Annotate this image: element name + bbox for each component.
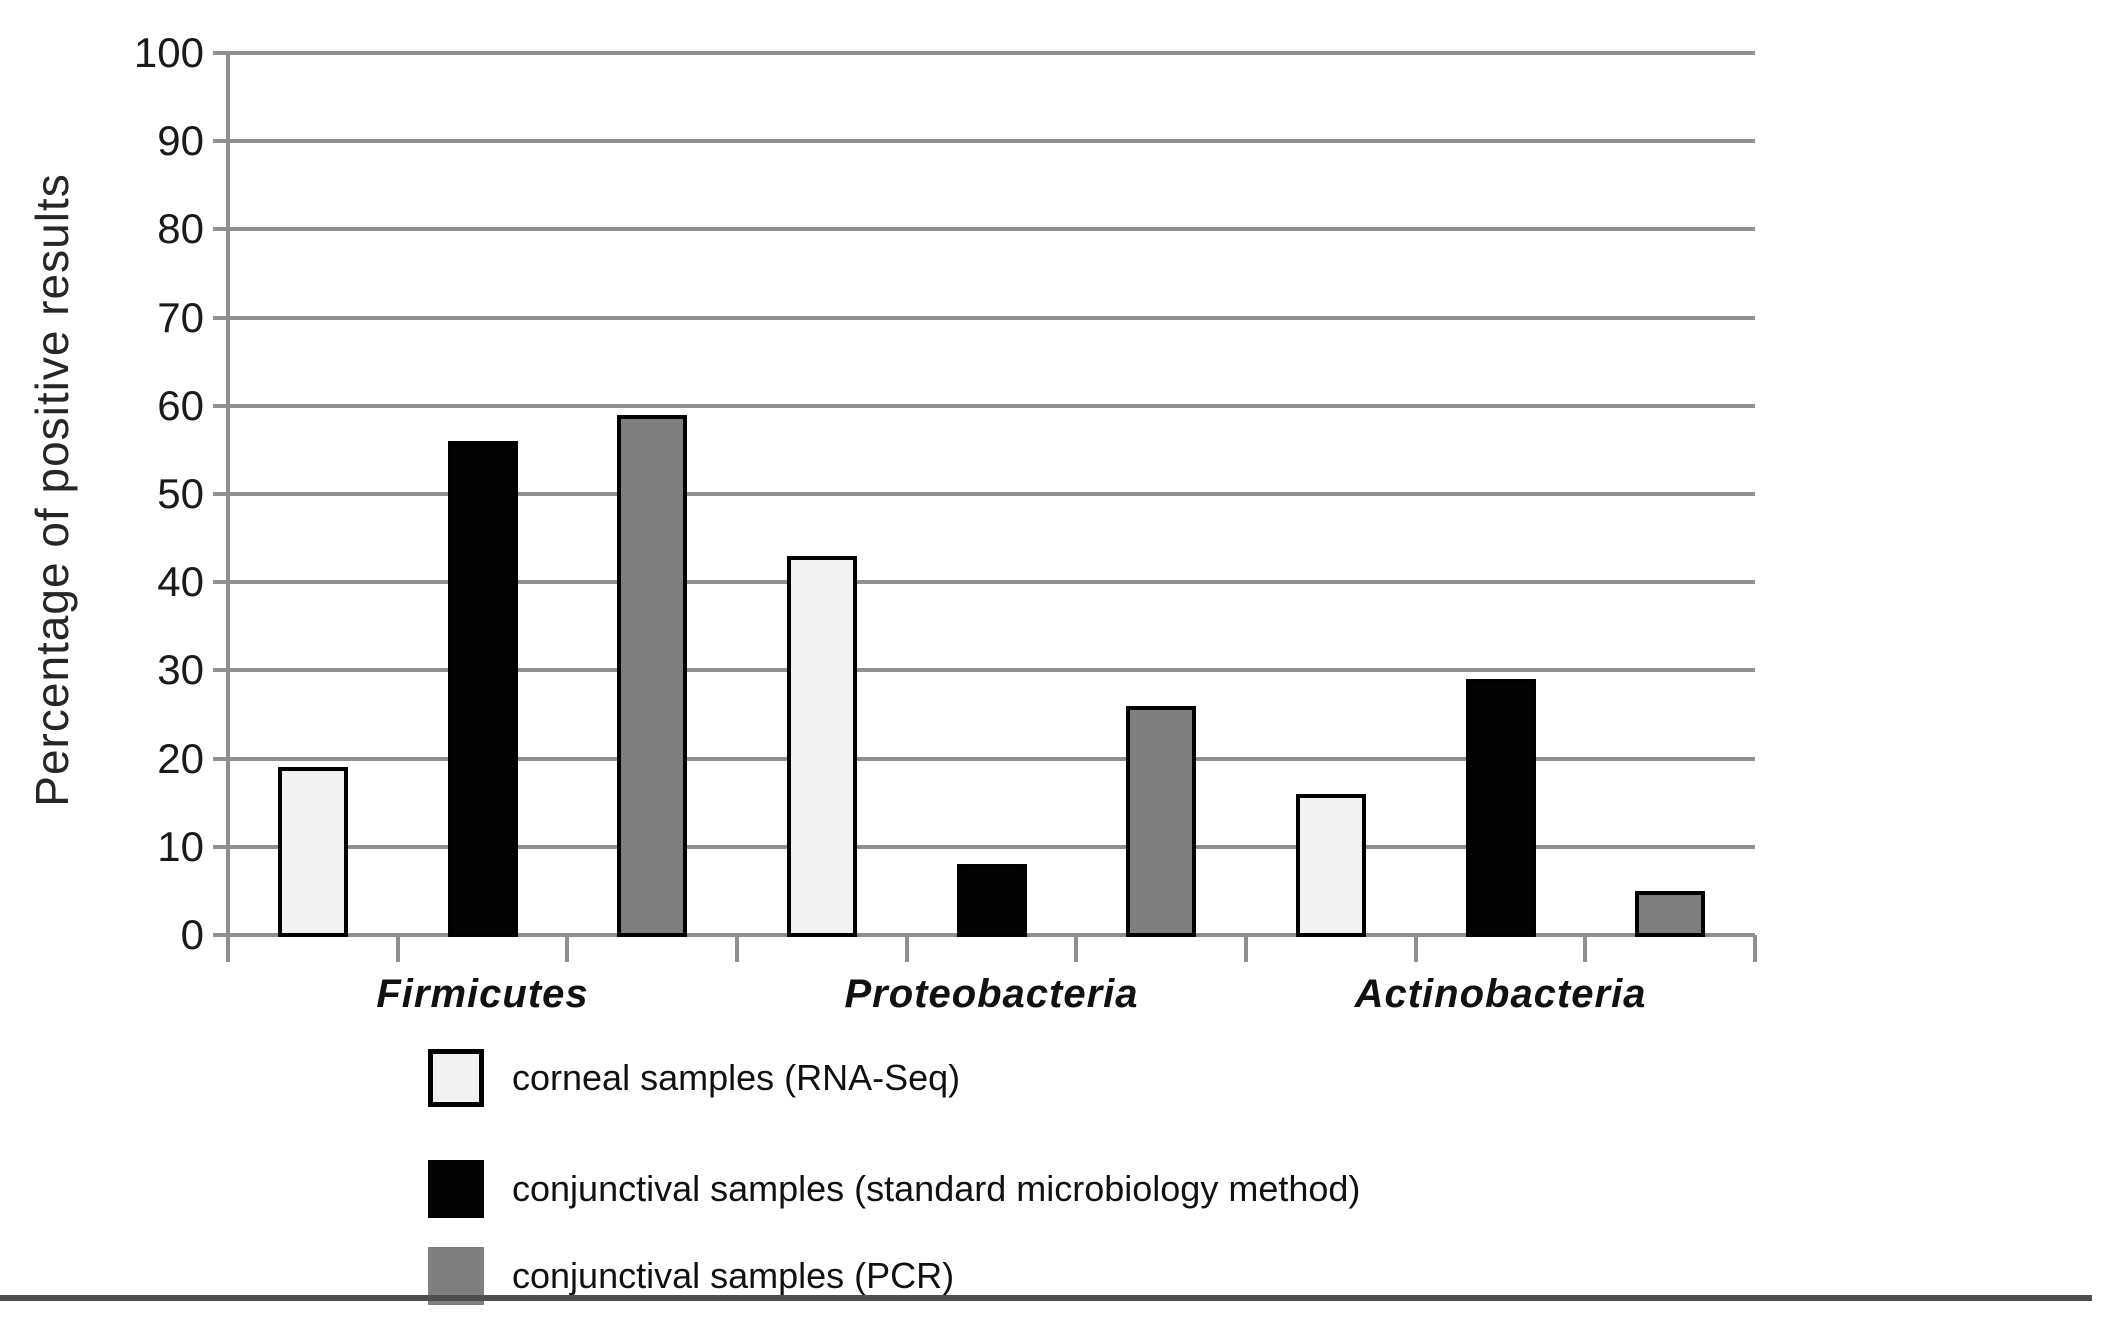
x-axis-tick	[904, 935, 909, 962]
x-category-label-firmicutes: Firmicutes	[376, 972, 589, 1016]
x-axis-tick	[1413, 935, 1418, 962]
legend-row-1: corneal samples (RNA-Seq)	[428, 1049, 960, 1107]
y-tick-label: 90	[157, 117, 204, 165]
x-axis-tick	[226, 935, 230, 962]
y-axis-tick	[213, 51, 228, 55]
legend-label-1: corneal samples (RNA-Seq)	[512, 1057, 961, 1098]
y-axis-tick	[213, 933, 228, 937]
legend-label-3: conjunctival samples (PCR)	[512, 1255, 955, 1296]
x-axis-tick	[1753, 935, 1757, 962]
y-axis-tick	[213, 844, 228, 849]
legend-swatch-icon-2	[428, 1160, 484, 1218]
gridline	[228, 668, 1755, 673]
x-axis-tick	[1583, 935, 1588, 962]
y-tick-label: 50	[157, 470, 204, 517]
bottom-rule	[0, 1295, 2092, 1301]
y-tick-label: 30	[157, 646, 204, 694]
y-axis-line	[226, 53, 230, 935]
y-tick-label: 60	[157, 381, 204, 429]
bar-actinobacteria-series-2	[1465, 679, 1536, 937]
legend-row-3: conjunctival samples (PCR)	[428, 1247, 954, 1305]
bar-firmicutes-series-2	[447, 441, 518, 937]
x-axis-tick	[1244, 935, 1248, 962]
bar-firmicutes-series-1	[277, 767, 348, 937]
gridline	[228, 756, 1755, 761]
y-axis-tick	[213, 580, 228, 585]
y-axis-tick	[213, 315, 228, 320]
x-category-label-actinobacteria: Actinobacteria	[1354, 972, 1647, 1016]
bar-proteobacteria-series-1	[786, 555, 857, 937]
bar-actinobacteria-series-1	[1295, 793, 1366, 937]
gridline	[228, 492, 1755, 496]
gridline	[228, 315, 1755, 320]
y-axis-tick	[213, 403, 228, 408]
bar-firmicutes-series-3	[617, 414, 688, 937]
gridline	[228, 227, 1755, 232]
x-axis-tick	[735, 935, 739, 962]
bar-proteobacteria-series-3	[1126, 705, 1197, 937]
legend-label-2: conjunctival samples (standard microbiol…	[512, 1168, 1361, 1209]
gridline	[228, 139, 1755, 144]
y-tick-label: 40	[157, 558, 204, 606]
gridline	[228, 403, 1755, 408]
gridline	[228, 580, 1755, 585]
bar-proteobacteria-series-2	[956, 864, 1027, 937]
y-tick-label: 20	[157, 734, 204, 782]
y-axis-tick	[213, 756, 228, 761]
y-tick-label: 0	[180, 911, 204, 958]
y-tick-label: 10	[157, 822, 204, 870]
y-axis-tick	[213, 227, 228, 232]
legend-row-2: conjunctival samples (standard microbiol…	[428, 1160, 1360, 1218]
bar-actinobacteria-series-3	[1635, 890, 1706, 937]
x-category-label-proteobacteria: Proteobacteria	[844, 972, 1139, 1016]
y-axis-tick	[213, 139, 228, 144]
y-tick-label: 100	[133, 29, 204, 76]
x-axis-tick	[1074, 935, 1079, 962]
gridline	[228, 844, 1755, 849]
y-axis-tick	[213, 668, 228, 673]
x-axis-tick	[565, 935, 570, 962]
y-tick-label: 80	[157, 205, 204, 253]
y-tick-label: 70	[157, 293, 204, 341]
x-axis-tick	[395, 935, 400, 962]
gridline	[228, 51, 1755, 55]
y-axis-tick	[213, 492, 228, 496]
legend-swatch-icon-1	[428, 1049, 484, 1107]
